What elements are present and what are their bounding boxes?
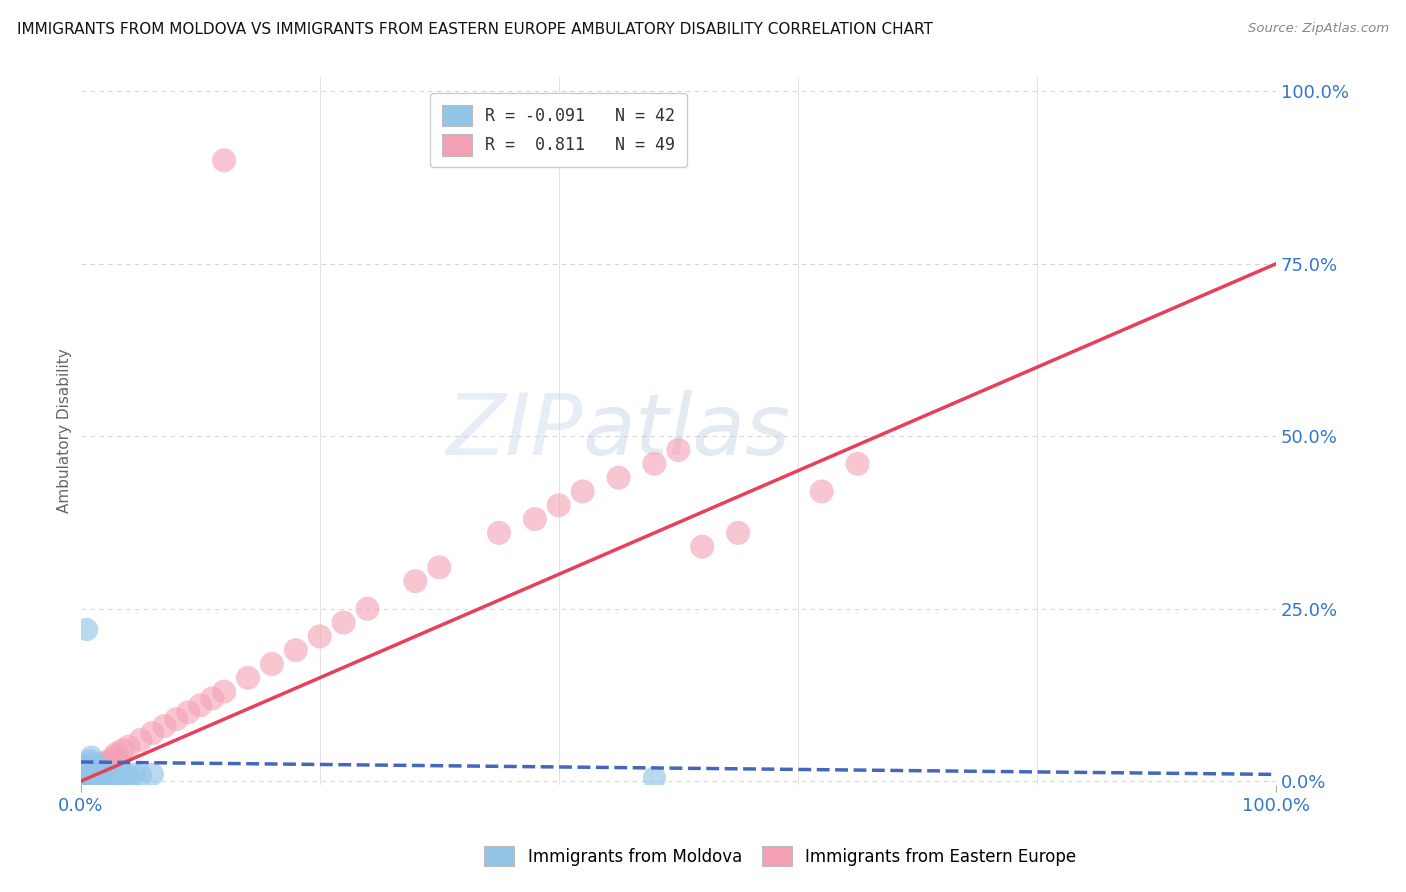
- Point: [75, 769, 97, 783]
- Point: [84, 769, 107, 783]
- Point: [284, 643, 307, 657]
- Point: [212, 684, 235, 698]
- Point: [356, 601, 378, 615]
- Point: [124, 767, 146, 781]
- Point: [100, 754, 122, 768]
- Point: [488, 525, 510, 540]
- Point: [141, 767, 163, 781]
- Point: [80, 760, 103, 774]
- Point: [86, 764, 108, 778]
- Point: [177, 706, 200, 720]
- Point: [84, 762, 107, 776]
- Point: [188, 698, 211, 713]
- Point: [404, 574, 426, 589]
- Text: atlas: atlas: [582, 390, 790, 473]
- Point: [75, 769, 97, 783]
- Point: [129, 732, 152, 747]
- Point: [76, 766, 98, 780]
- Point: [82, 764, 104, 778]
- Point: [141, 726, 163, 740]
- Point: [129, 769, 152, 783]
- Point: [93, 767, 115, 781]
- Point: [666, 443, 689, 458]
- Text: Source: ZipAtlas.com: Source: ZipAtlas.com: [1249, 22, 1389, 36]
- Point: [76, 766, 98, 780]
- Point: [523, 512, 546, 526]
- Point: [76, 767, 98, 781]
- Legend: R = -0.091   N = 42, R =  0.811   N = 49: R = -0.091 N = 42, R = 0.811 N = 49: [430, 93, 688, 168]
- Point: [103, 750, 125, 764]
- Text: ZIP: ZIP: [447, 390, 582, 473]
- Point: [94, 767, 117, 781]
- Point: [77, 764, 100, 778]
- Point: [643, 771, 665, 785]
- Point: [96, 766, 118, 780]
- Point: [165, 712, 187, 726]
- Point: [100, 767, 122, 781]
- Point: [260, 657, 283, 671]
- Point: [111, 743, 134, 757]
- Point: [643, 457, 665, 471]
- Point: [80, 750, 103, 764]
- Point: [810, 484, 832, 499]
- Point: [80, 759, 103, 773]
- Point: [96, 755, 118, 769]
- Point: [201, 691, 224, 706]
- Point: [308, 629, 330, 643]
- Point: [103, 767, 125, 781]
- Point: [846, 457, 869, 471]
- Point: [82, 757, 104, 772]
- Point: [153, 719, 176, 733]
- Point: [79, 754, 101, 768]
- Point: [87, 764, 110, 778]
- Point: [82, 767, 104, 781]
- Point: [117, 739, 139, 754]
- Point: [727, 525, 749, 540]
- Point: [79, 762, 101, 776]
- Point: [77, 757, 100, 772]
- Point: [82, 767, 104, 781]
- Point: [90, 766, 112, 780]
- Y-axis label: Ambulatory Disability: Ambulatory Disability: [58, 349, 72, 514]
- Point: [84, 766, 107, 780]
- Point: [117, 769, 139, 783]
- Point: [236, 671, 259, 685]
- Point: [89, 760, 111, 774]
- Point: [212, 153, 235, 168]
- Point: [91, 757, 114, 772]
- Point: [82, 760, 104, 774]
- Point: [105, 769, 128, 783]
- Point: [332, 615, 354, 630]
- Point: [571, 484, 593, 499]
- Point: [76, 760, 98, 774]
- Point: [91, 764, 114, 778]
- Point: [607, 471, 630, 485]
- Text: IMMIGRANTS FROM MOLDOVA VS IMMIGRANTS FROM EASTERN EUROPE AMBULATORY DISABILITY : IMMIGRANTS FROM MOLDOVA VS IMMIGRANTS FR…: [17, 22, 932, 37]
- Point: [73, 771, 96, 785]
- Point: [111, 767, 134, 781]
- Point: [79, 762, 101, 776]
- Point: [93, 769, 115, 783]
- Point: [84, 766, 107, 780]
- Point: [77, 764, 100, 778]
- Point: [690, 540, 713, 554]
- Point: [76, 623, 98, 637]
- Legend: Immigrants from Moldova, Immigrants from Eastern Europe: Immigrants from Moldova, Immigrants from…: [478, 839, 1083, 873]
- Point: [93, 759, 115, 773]
- Point: [83, 767, 105, 781]
- Point: [105, 747, 128, 761]
- Point: [86, 767, 108, 781]
- Point: [83, 760, 105, 774]
- Point: [73, 771, 96, 785]
- Point: [84, 759, 107, 773]
- Point: [547, 498, 569, 512]
- Point: [83, 764, 105, 778]
- Point: [427, 560, 450, 574]
- Point: [89, 767, 111, 781]
- Point: [84, 762, 107, 776]
- Point: [87, 769, 110, 783]
- Point: [87, 762, 110, 776]
- Point: [76, 767, 98, 781]
